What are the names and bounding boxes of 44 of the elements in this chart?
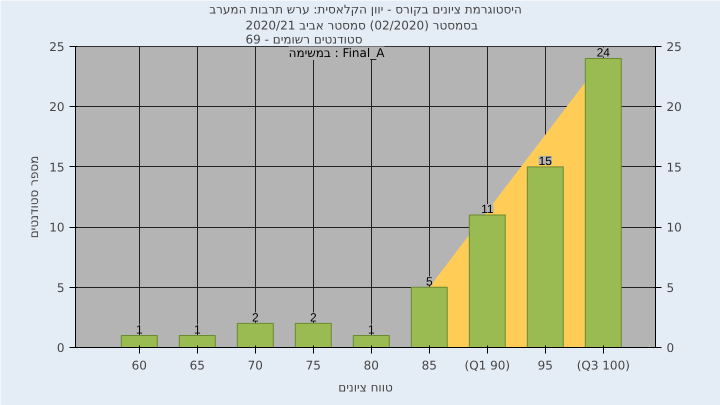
data-label: 11 xyxy=(481,202,494,216)
bar xyxy=(352,334,390,348)
y2-tick-label: 15 xyxy=(666,160,682,174)
bar xyxy=(178,334,216,348)
bar xyxy=(236,322,274,348)
data-label: 2 xyxy=(252,310,259,324)
x-tick-label: 95 xyxy=(538,358,553,372)
bar xyxy=(294,322,332,348)
x-tick-label: 80 xyxy=(364,358,379,372)
x-tick-label: (Q1 90) xyxy=(464,358,510,372)
y2-tick-label: 20 xyxy=(666,100,682,114)
y-tick-label: 20 xyxy=(49,100,65,114)
data-label: 24 xyxy=(596,46,610,60)
bar xyxy=(410,286,448,348)
data-label: 1 xyxy=(368,322,375,336)
data-label: 5 xyxy=(426,274,433,288)
x-tick-label: 75 xyxy=(306,358,321,372)
annotation: במשימה : Final_A xyxy=(288,46,386,60)
x-tick-label: 70 xyxy=(248,358,263,372)
data-label: 15 xyxy=(538,154,552,168)
x-tick-label: 60 xyxy=(132,358,147,372)
y-axis-title: מספר סטודנטים xyxy=(27,156,42,238)
x-tick-label: 85 xyxy=(422,358,437,372)
data-label: 1 xyxy=(136,322,143,336)
bar xyxy=(468,214,506,348)
y-tick-label: 25 xyxy=(49,40,65,54)
x-tick-label: 65 xyxy=(190,358,205,372)
bar xyxy=(120,334,158,348)
data-label: 2 xyxy=(310,310,317,324)
x-tick-label: (Q3 100) xyxy=(576,358,630,372)
chart-subtitle: בסמסטר (02/2020) סמסטר אביב 2020/21 סטודנטים רשומים - 69 xyxy=(245,18,478,46)
y2-tick-label: 0 xyxy=(666,341,674,355)
data-label: 1 xyxy=(194,322,201,336)
y2-tick-label: 10 xyxy=(666,220,682,235)
x-axis-title: טווח ציונים xyxy=(338,380,393,394)
y2-tick-label: 5 xyxy=(666,280,674,295)
y-tick-label: 0 xyxy=(56,341,65,355)
y-tick-label: 5 xyxy=(56,280,65,295)
y-tick-label: 15 xyxy=(49,160,65,174)
bar xyxy=(584,58,622,348)
bar xyxy=(526,166,564,348)
chart-title: היסטוגרמת ציונים בקורס - יוון הקלאסית: ערש תרבות המערב xyxy=(209,2,522,16)
y-tick-label: 10 xyxy=(49,220,65,235)
y2-tick-label: 25 xyxy=(666,40,682,54)
